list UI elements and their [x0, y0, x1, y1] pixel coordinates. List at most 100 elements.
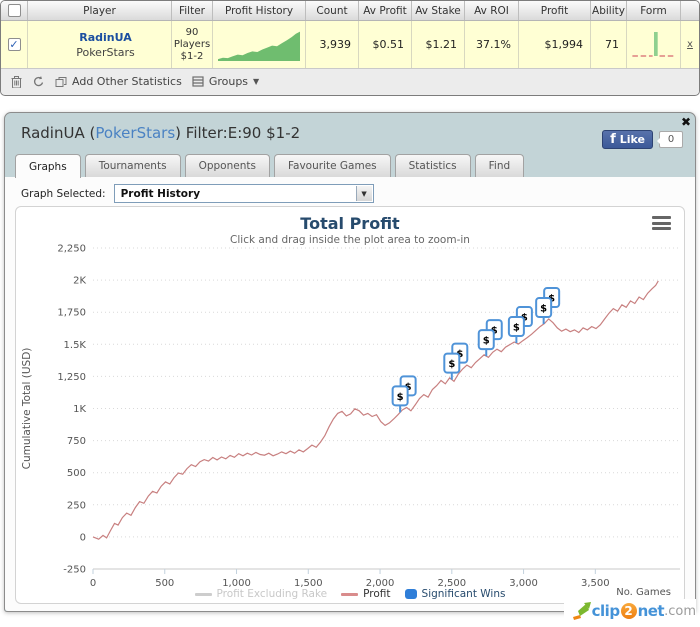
- window-body: Graph Selected: Profit History ▼ Total P…: [5, 177, 695, 611]
- clip2net-com: .com: [664, 603, 696, 619]
- significant-win-marker[interactable]: $: [535, 297, 553, 325]
- profit-cell: $1,994: [519, 21, 591, 68]
- row-checkbox[interactable]: ✓: [7, 38, 21, 51]
- chart-container[interactable]: Total Profit Click and drag inside the p…: [15, 206, 685, 604]
- filter-line-1: 90: [185, 26, 199, 38]
- like-label: Like: [619, 133, 645, 146]
- remove-row-link[interactable]: x: [687, 39, 693, 50]
- row-checkbox-cell: ✓: [1, 21, 28, 68]
- facebook-like-button[interactable]: f Like: [602, 130, 653, 149]
- significant-win-marker[interactable]: $: [477, 329, 495, 357]
- legend-label: Profit: [363, 588, 391, 600]
- add-other-statistics-button[interactable]: Add Other Statistics: [55, 75, 182, 88]
- add-statistics-label: Add Other Statistics: [72, 75, 182, 88]
- column-header-count[interactable]: Count: [306, 1, 359, 20]
- profit-history-cell: [213, 21, 306, 68]
- x-tick-label: 1,500: [294, 578, 323, 589]
- stats-table-header: Player Filter Profit History Count Av Profit…: [1, 1, 699, 21]
- tab-bar: Graphs Tournaments Opponents Favourite Game…: [15, 154, 525, 178]
- av-stake-cell: $1.21: [412, 21, 465, 68]
- filter-line-2: Players: [173, 38, 211, 50]
- groups-caret-icon: ▼: [253, 77, 260, 86]
- refresh-icon: [33, 76, 44, 87]
- profit-history-sparkline: [218, 31, 300, 61]
- player-cell: RadinUA PokerStars: [28, 21, 172, 68]
- legend-item-profit-excluding-rake[interactable]: Profit Excluding Rake: [194, 588, 327, 600]
- graph-select-row: Graph Selected: Profit History ▼: [21, 184, 374, 203]
- dollar-glyph: $: [483, 336, 490, 347]
- dropdown-arrow-icon[interactable]: ▼: [355, 186, 372, 201]
- clip2net-net: net: [637, 602, 665, 620]
- profit-plot[interactable]: -250 0 250 500 750 1K 1,250 1.5K 1,750 2K 2,250 0 50…: [16, 243, 684, 593]
- legend-line-swatch: [341, 592, 359, 596]
- graph-selected-label: Graph Selected:: [21, 187, 106, 200]
- groups-label: Groups: [208, 75, 249, 88]
- remove-cell: x: [681, 21, 699, 68]
- player-graph-window: RadinUA (PokerStars) Filter:E:90 $1-2 f …: [4, 112, 696, 612]
- chart-legend: Profit Excluding Rake Profit Significant W…: [16, 586, 684, 602]
- significant-win-marker[interactable]: $: [443, 352, 461, 380]
- chart-title: Total Profit: [300, 214, 400, 233]
- x-tick-label: 3,000: [509, 578, 538, 589]
- y-tick-label: 500: [67, 468, 86, 479]
- column-header-profit-history[interactable]: Profit History: [213, 1, 306, 20]
- y-tick-label: 0: [80, 532, 86, 543]
- form-sparkline: [631, 31, 673, 57]
- groups-button[interactable]: Groups ▼: [192, 75, 259, 88]
- tab-tournaments[interactable]: Tournaments: [84, 154, 181, 177]
- tab-find[interactable]: Find: [474, 154, 525, 177]
- column-header-av-roi[interactable]: Av ROI: [465, 1, 519, 20]
- tab-statistics[interactable]: Statistics: [394, 154, 471, 177]
- column-header-profit[interactable]: Profit: [519, 1, 591, 20]
- clip2net-arrow-icon: [572, 602, 591, 620]
- stats-panel: Player Filter Profit History Count Av Profit…: [0, 0, 700, 96]
- groups-icon: [192, 76, 204, 87]
- player-site: PokerStars: [76, 45, 135, 59]
- close-icon[interactable]: ✖: [680, 115, 691, 129]
- x-tick-label: 1,000: [222, 578, 251, 589]
- column-header-blank[interactable]: [681, 1, 699, 20]
- legend-item-profit[interactable]: Profit: [341, 588, 391, 600]
- tab-opponents[interactable]: Opponents: [184, 154, 270, 177]
- legend-line-swatch: [194, 592, 212, 596]
- column-header-form[interactable]: Form: [627, 1, 681, 20]
- column-header-player[interactable]: Player: [28, 1, 172, 20]
- form-cell: [627, 21, 681, 68]
- significant-win-marker[interactable]: $: [507, 316, 525, 344]
- tab-favourite-games[interactable]: Favourite Games: [273, 154, 391, 177]
- y-tick-label: 2K: [73, 276, 86, 287]
- x-tick-label: 0: [90, 578, 96, 589]
- x-tick-label: 2,000: [366, 578, 395, 589]
- column-header-av-stake[interactable]: Av Stake: [412, 1, 465, 20]
- count-cell: 3,939: [306, 21, 359, 68]
- y-tick-label: 750: [67, 436, 86, 447]
- y-tick-label: -250: [63, 565, 86, 576]
- stats-toolbar: Add Other Statistics Groups ▼: [1, 69, 699, 94]
- y-tick-label: 2,250: [57, 244, 86, 255]
- column-header-av-profit[interactable]: Av Profit: [359, 1, 412, 20]
- graph-selected-dropdown[interactable]: Profit History ▼: [113, 184, 374, 203]
- column-header-blank[interactable]: [1, 1, 28, 20]
- column-header-ability[interactable]: Ability: [591, 1, 627, 20]
- x-tick-label: 2,500: [437, 578, 466, 589]
- player-name-link[interactable]: RadinUA: [79, 30, 132, 44]
- clip2net-logo: clip 2 net .com: [563, 599, 696, 623]
- title-site-link[interactable]: PokerStars: [95, 124, 176, 142]
- y-tick-label: 250: [67, 500, 86, 511]
- select-all-checkbox[interactable]: [7, 4, 21, 17]
- chart-menu-icon[interactable]: [652, 216, 671, 230]
- tab-graphs[interactable]: Graphs: [15, 154, 81, 178]
- column-header-filter[interactable]: Filter: [172, 1, 213, 20]
- legend-item-significant-wins[interactable]: Significant Wins: [404, 588, 505, 600]
- av-profit-cell: $0.51: [359, 21, 412, 68]
- refresh-button[interactable]: [32, 75, 45, 88]
- significant-win-marker[interactable]: $: [391, 385, 409, 413]
- clip2net-clip: clip: [591, 602, 620, 620]
- add-statistics-icon: [55, 76, 67, 87]
- window-title: RadinUA (PokerStars) Filter:E:90 $1-2: [21, 124, 301, 142]
- like-count-badge: 0: [657, 131, 683, 148]
- dollar-glyph: $: [448, 359, 455, 370]
- graph-selected-value: Profit History: [120, 187, 201, 200]
- profit-line-series: [92, 280, 659, 540]
- delete-button[interactable]: [11, 75, 22, 88]
